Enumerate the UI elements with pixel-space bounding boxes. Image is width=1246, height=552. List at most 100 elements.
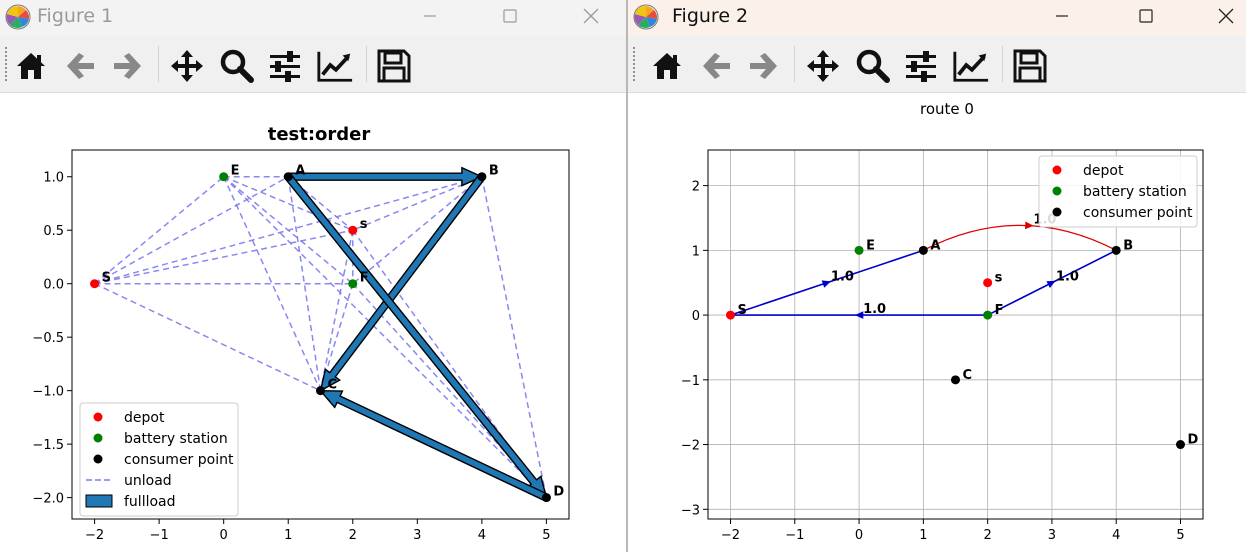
legend-marker <box>1052 165 1062 175</box>
save-icon[interactable] <box>1011 46 1049 86</box>
legend-box <box>1038 155 1198 228</box>
data-point <box>1111 245 1121 255</box>
matplotlib-logo-icon <box>633 4 659 30</box>
legend-label: fullload <box>124 494 176 510</box>
legend-marker <box>1052 186 1062 196</box>
home-icon[interactable] <box>12 46 50 86</box>
y-tick-label: 0 <box>692 309 700 324</box>
data-point <box>477 172 487 182</box>
y-tick-label: 0.5 <box>43 224 64 239</box>
close-icon[interactable] <box>1212 4 1240 28</box>
fullload-arrow <box>284 173 548 499</box>
route-arrowhead <box>821 280 831 288</box>
y-tick-label: −1.0 <box>32 385 64 400</box>
point-label: F <box>995 303 1004 318</box>
route-arrowhead <box>1046 280 1056 288</box>
data-point <box>726 310 735 320</box>
minimize-icon[interactable] <box>416 4 444 28</box>
y-tick-label: 1 <box>692 244 700 259</box>
legend-marker <box>93 412 103 422</box>
x-tick-label: 4 <box>1112 528 1120 543</box>
x-tick-label: 2 <box>349 528 357 543</box>
y-tick-label: −2 <box>681 439 700 454</box>
maximize-icon[interactable] <box>1132 4 1160 28</box>
unload-edge <box>222 176 322 391</box>
y-tick-label: 0.0 <box>43 278 64 293</box>
y-tick-label: −2.0 <box>32 492 64 507</box>
chart-title: test:order <box>268 124 371 145</box>
x-tick-label: 5 <box>1176 528 1184 543</box>
unload-edge <box>481 176 548 498</box>
pan-icon[interactable] <box>804 46 842 86</box>
figure-1-window: Figure 1 <box>0 0 626 552</box>
data-point <box>348 279 358 289</box>
legend-marker <box>85 494 113 508</box>
x-tick-label: 3 <box>413 528 421 543</box>
data-point <box>541 493 551 503</box>
axes-edit-icon[interactable] <box>316 46 354 86</box>
legend-marker <box>1052 207 1062 217</box>
fullload-arrow <box>318 389 549 502</box>
back-arrow-icon[interactable] <box>698 46 736 86</box>
matplotlib-logo-icon <box>5 4 31 30</box>
x-tick-label: −1 <box>785 528 804 543</box>
legend-label: depot <box>1083 163 1124 179</box>
subplots-sliders-icon[interactable] <box>902 46 940 86</box>
toolbar-grip[interactable] <box>632 46 636 82</box>
point-label: A <box>295 164 305 179</box>
unload-edge <box>319 230 354 391</box>
unload-edge <box>94 283 321 392</box>
x-tick-label: −1 <box>150 528 169 543</box>
unload-edge <box>287 176 322 391</box>
zoom-icon[interactable] <box>218 46 256 86</box>
x-tick-label: 2 <box>984 528 992 543</box>
point-label: E <box>866 238 875 253</box>
route-edge <box>923 224 1117 251</box>
zoom-icon[interactable] <box>854 46 892 86</box>
chart-figure-1[interactable]: test:order Ss E F A B C D −2 −1 0 1 2 3 4 5 1.0 0.5 0.0… <box>0 93 626 552</box>
close-icon[interactable] <box>577 4 605 28</box>
y-tick-label: −1 <box>681 374 700 389</box>
forward-arrow-icon[interactable] <box>108 46 146 86</box>
save-icon[interactable] <box>375 46 413 86</box>
subplots-sliders-icon[interactable] <box>266 46 304 86</box>
titlebar[interactable]: Figure 2 <box>628 0 1246 36</box>
legend-marker <box>93 433 103 443</box>
point-label: F <box>360 271 369 286</box>
unload-edge <box>94 229 353 285</box>
unload-edge <box>223 176 354 231</box>
y-tick-label: −1.5 <box>32 438 64 453</box>
point-label: s <box>995 271 1003 286</box>
point-label: A <box>930 238 940 253</box>
pan-icon[interactable] <box>168 46 206 86</box>
legend-label: depot <box>124 410 165 426</box>
toolbar-grip[interactable] <box>4 46 8 82</box>
maximize-icon[interactable] <box>496 4 524 28</box>
x-tick-label: −2 <box>721 528 740 543</box>
data-point <box>983 310 993 320</box>
axes-edit-icon[interactable] <box>952 46 990 86</box>
unload-edge <box>352 176 483 285</box>
toolbar-separator <box>366 46 367 82</box>
point-label: C <box>963 368 973 383</box>
axes-frame <box>707 149 1204 520</box>
home-icon[interactable] <box>648 46 686 86</box>
x-tick-label: 1 <box>284 528 292 543</box>
forward-arrow-icon[interactable] <box>744 46 782 86</box>
back-arrow-icon[interactable] <box>62 46 100 86</box>
legend-label: battery station <box>124 431 228 447</box>
legend-label: battery station <box>1083 184 1187 200</box>
legend-marker <box>93 454 103 464</box>
data-point <box>219 172 229 182</box>
unload-edge <box>352 176 483 231</box>
minimize-icon[interactable] <box>1048 4 1076 28</box>
unload-edge <box>223 176 547 499</box>
legend-box <box>79 402 239 517</box>
data-point <box>854 245 864 255</box>
data-point <box>951 375 960 385</box>
fullload-arrow <box>319 173 486 393</box>
titlebar[interactable]: Figure 1 <box>0 0 626 36</box>
data-point <box>918 245 928 255</box>
y-tick-label: 1.0 <box>43 171 64 186</box>
